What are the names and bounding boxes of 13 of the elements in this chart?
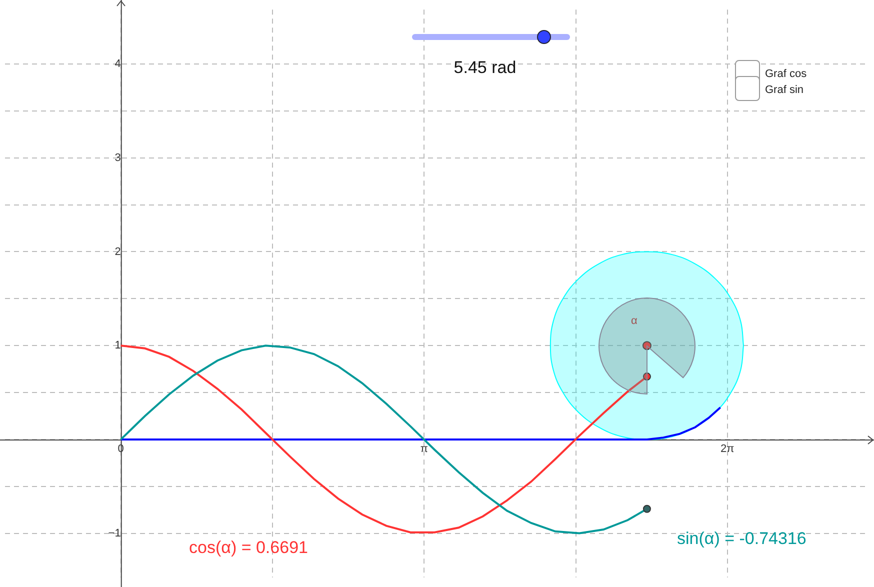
y-tick-label: 3	[114, 152, 121, 164]
annotation: cos(α) = 0.6691	[189, 538, 308, 558]
annotation: 5.45 rad	[452, 58, 518, 78]
annotation: Graf sin	[765, 84, 804, 96]
annotation: Graf cos	[765, 68, 807, 80]
y-tick-label: 1	[114, 340, 121, 352]
annotation: α	[631, 315, 638, 327]
y-tick-label: 4	[114, 58, 121, 70]
x-tick-label: 2π	[720, 443, 735, 456]
y-tick-label: −1	[108, 527, 121, 540]
y-tick-label: 2	[114, 246, 121, 258]
annotation: sin(α) = -0.74316	[677, 529, 806, 549]
x-tick-label: π	[420, 443, 428, 456]
